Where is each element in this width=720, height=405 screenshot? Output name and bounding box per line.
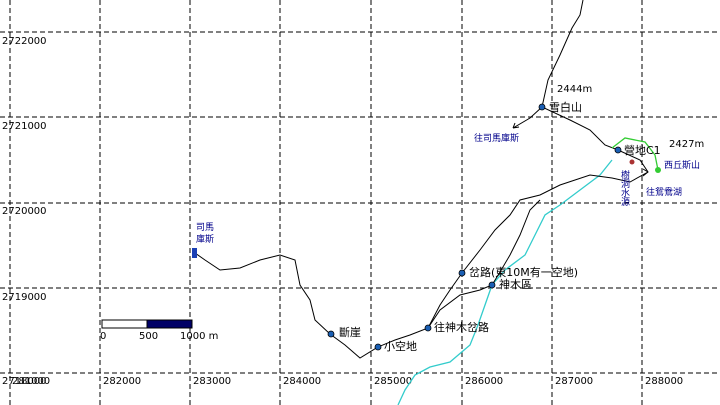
waypoints [327, 103, 622, 351]
trail-branch [427, 199, 541, 329]
waypoint [488, 281, 496, 289]
place-label: 斷崖 [339, 326, 361, 339]
x-label: 283000 [193, 376, 231, 387]
trail [194, 0, 649, 359]
place-label: 司馬 [196, 222, 214, 233]
place-label: 西丘斯山 [664, 159, 700, 171]
place-label: 神木區 [499, 277, 532, 291]
peak-marker [655, 167, 661, 173]
scale-label: 0 [100, 331, 106, 342]
x-label: 286000 [465, 376, 503, 387]
waypoint [327, 330, 335, 338]
x-label: 282000 [103, 376, 141, 387]
x-label: 285000 [374, 376, 412, 387]
y-label: 2719000 [2, 292, 47, 303]
x-label: 281000 [12, 376, 50, 387]
scale-bar: 0 500 1000 m [100, 319, 218, 342]
scale-label: 1000 m [180, 331, 218, 342]
x-label: 288000 [645, 376, 683, 387]
elevation: 2427m [669, 139, 704, 150]
place-labels: 2444m 雪白山 往司馬庫斯 營地C1 2427m 西丘斯山 樹洞水源 往鴛鴦… [196, 84, 704, 353]
place-label: 庫斯 [196, 233, 214, 245]
place-label: 營地C1 [624, 144, 661, 157]
waypoint [614, 146, 622, 154]
trail-branch [512, 106, 543, 129]
scale-segment [101, 319, 148, 329]
grid-labels: 2722000 2721000 2720000 2719000 2718000 … [2, 36, 683, 387]
elevation: 2444m [557, 84, 592, 95]
y-label: 2722000 [2, 36, 47, 47]
waypoint [538, 103, 546, 111]
place-label: 雪白山 [549, 100, 582, 114]
waypoint [424, 324, 432, 332]
y-label: 2721000 [2, 121, 47, 132]
y-label: 2718000 [2, 376, 47, 387]
waypoint [458, 269, 466, 277]
arrow [642, 168, 649, 177]
place-label: 往司馬庫斯 [474, 132, 519, 144]
smangus-marker [192, 248, 197, 258]
x-label: 287000 [555, 376, 593, 387]
scale-label: 500 [139, 331, 158, 342]
y-label: 2720000 [2, 206, 47, 217]
place-label: 往鴛鴦湖 [646, 186, 682, 198]
x-label: 284000 [283, 376, 321, 387]
scale-segment [146, 319, 193, 329]
water-marker [629, 159, 635, 165]
place-label: 岔路(東10M有一空地) [469, 265, 578, 279]
place-label: 樹洞水源 [619, 169, 630, 207]
green-trail [611, 137, 659, 171]
waypoint [374, 343, 382, 351]
place-label: 往神木岔路 [434, 320, 489, 334]
place-label: 小空地 [384, 339, 417, 353]
